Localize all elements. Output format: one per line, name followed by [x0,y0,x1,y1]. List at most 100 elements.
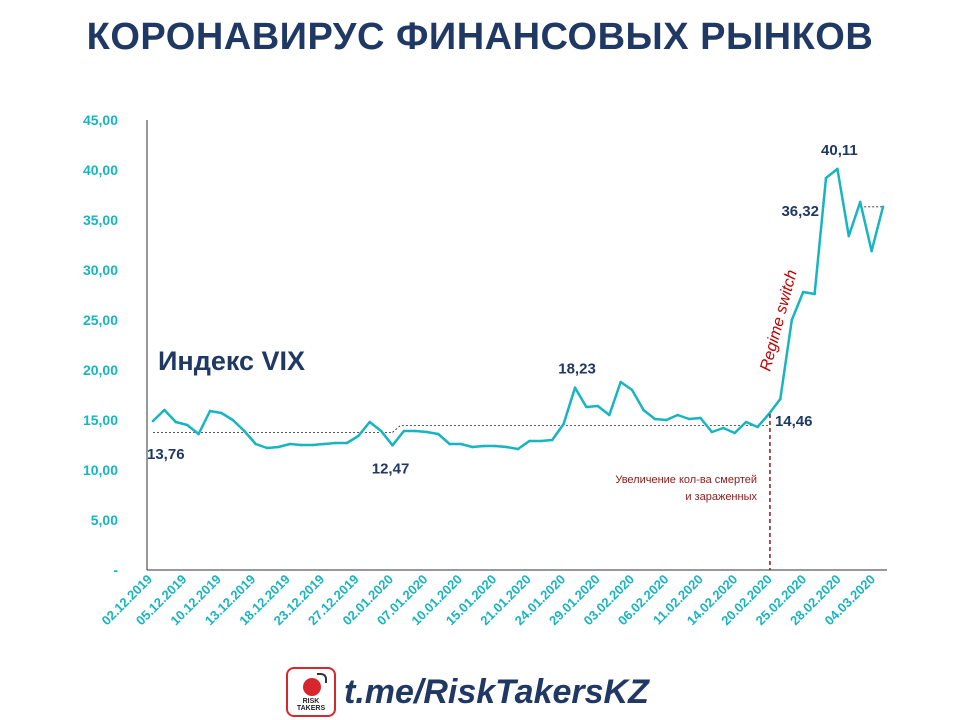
series-group [151,167,885,451]
data-point [402,429,406,433]
data-point [744,420,748,424]
data-point [642,408,645,412]
y-tick-label: 15,00 [83,412,118,428]
data-point [151,419,155,423]
data-point [334,441,337,445]
data-label: 12,47 [372,460,410,477]
data-point [664,418,668,422]
data-point [790,318,794,322]
data-point [254,442,257,446]
data-point [653,417,657,421]
data-point [756,425,759,429]
data-point [265,446,269,450]
data-label: 14,46 [775,413,813,430]
data-point [471,445,474,449]
data-point [174,420,178,424]
data-point [414,429,417,433]
data-point [870,249,873,253]
series-title: Индекс VIX [158,346,305,376]
y-tick-label: - [113,562,118,578]
data-point [881,205,885,209]
data-point [242,429,246,433]
page-title: КОРОНАВИРУС ФИНАНСОВЫХ РЫНКОВ [86,16,874,58]
data-point [208,409,212,413]
y-tick-label: 20,00 [83,362,118,378]
data-point [619,380,622,384]
data-point [699,416,702,420]
reference-line [392,425,769,433]
data-point [391,444,394,447]
data-point [539,439,543,443]
data-point [722,426,725,430]
data-label: 40,11 [821,142,858,159]
footer: RISK TAKERS t.me/RiskTakersKZ [286,664,649,720]
point-labels: 13,76 12,47 18,23 14,46 40,11 36,32 [147,142,858,477]
data-point [482,444,486,448]
data-point [197,432,200,436]
data-point [562,422,565,426]
fuse-icon [317,673,327,683]
data-point [813,292,816,296]
axes [146,120,887,571]
data-point [550,438,554,442]
logo-text: RISK TAKERS [296,698,326,712]
data-point [345,441,349,445]
regime-switch-label: Regime switch [757,268,800,373]
data-point [163,408,166,412]
y-tick-label: 25,00 [83,312,118,328]
data-point [231,418,235,422]
y-tick-label: 5,00 [91,512,118,528]
data-point [425,430,429,434]
data-point [630,388,634,392]
data-point [448,442,451,446]
data-point [607,413,611,417]
data-point [311,443,314,447]
data-point [676,413,679,417]
data-point [436,432,440,436]
data-point [493,444,497,448]
risk-takers-logo: RISK TAKERS [286,667,336,717]
data-point [288,442,292,446]
data-point [858,200,862,204]
data-point [779,397,782,401]
data-point [299,443,303,447]
y-axis-ticks: - 5,00 10,00 15,00 20,00 25,00 30,00 35,00 40,00… [83,112,118,578]
y-tick-label: 40,00 [83,162,118,178]
data-point [573,386,577,390]
data-point [687,417,691,421]
data-point [733,431,737,435]
data-point [516,447,520,451]
y-tick-label: 10,00 [83,462,118,478]
regime-switch-group: Regime switch Увеличение кол-ва смертей и … [615,268,801,570]
data-point [710,430,714,434]
x-axis-ticks: 02.12.201905.12.201910.12.201913.12.2019… [98,572,878,629]
data-point [596,404,600,408]
data-point [277,445,280,449]
reference-lines [153,206,883,433]
y-tick-label: 35,00 [83,212,118,228]
data-label: 13,76 [147,446,185,463]
telegram-link[interactable]: t.me/RiskTakersKZ [344,672,649,711]
data-point [185,423,189,427]
event-note-line2: и зараженных [685,491,757,503]
bomb-icon [303,678,321,696]
data-point [585,405,588,409]
data-point [368,420,372,424]
data-point [824,176,828,180]
y-tick-label: 30,00 [83,262,118,278]
data-point [459,442,463,446]
data-point [357,434,360,438]
data-label: 18,23 [558,361,596,378]
data-point [379,429,383,433]
data-point [220,411,223,415]
data-point [505,445,508,449]
y-tick-label: 45,00 [83,112,118,128]
data-label: 36,32 [781,203,819,220]
data-point [847,234,851,238]
data-point [528,439,531,443]
data-point [836,167,839,171]
event-note-line1: Увеличение кол-ва смертей [615,474,757,486]
data-point [322,442,326,446]
